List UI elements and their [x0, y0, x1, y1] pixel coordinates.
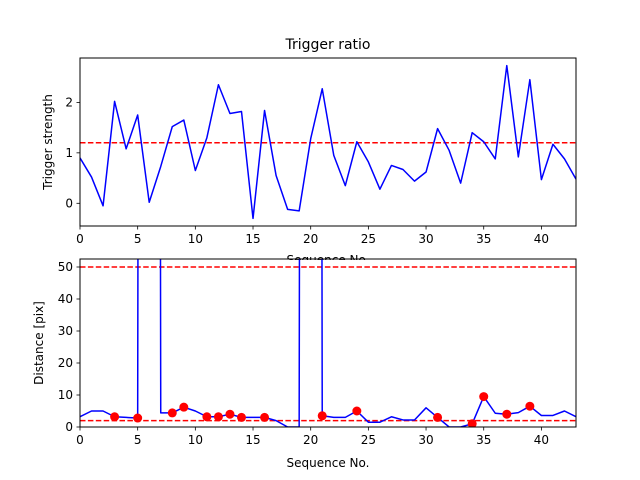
data-point-marker [502, 409, 512, 419]
plot-frame [79, 258, 577, 428]
data-point-marker [433, 412, 443, 422]
data-point-marker [352, 406, 362, 416]
x-tick-label: 5 [134, 232, 142, 246]
x-tick-label: 0 [76, 232, 84, 246]
y-tick-label: 30 [58, 324, 73, 338]
y-tick-label: 50 [58, 260, 73, 274]
y-tick-label: 0 [65, 196, 73, 210]
x-tick-label: 40 [534, 433, 549, 447]
data-point-marker [236, 412, 246, 422]
y-tick-label: 1 [65, 146, 73, 160]
y-tick-label: 10 [58, 388, 73, 402]
data-point-marker [167, 408, 177, 418]
data-point-marker [479, 392, 489, 402]
plot-frame [79, 57, 577, 227]
data-point-marker [133, 413, 143, 423]
plot-background [80, 260, 576, 427]
x-tick-label: 15 [245, 232, 260, 246]
x-tick-label: 20 [303, 433, 318, 447]
y-axis-label: Trigger strength [41, 94, 55, 191]
x-tick-label: 25 [361, 433, 376, 447]
y-tick-label: 40 [58, 292, 73, 306]
distance-chart: 0 5 10 15 20 25 30 35 40 0 10 20 30 40 50 Sequence No.… [32, 258, 577, 470]
x-tick-label: 20 [303, 232, 318, 246]
x-tick-label: 40 [534, 232, 549, 246]
data-point-marker [110, 412, 120, 422]
data-point-marker [317, 411, 327, 421]
data-point-marker [467, 419, 477, 427]
x-tick-label: 5 [134, 433, 142, 447]
data-point-marker [225, 409, 235, 419]
y-tick-label: 2 [65, 95, 73, 109]
data-point-marker [179, 402, 189, 412]
data-point-marker [525, 401, 535, 411]
x-tick-label: 30 [418, 433, 433, 447]
data-point-marker [260, 412, 270, 422]
x-tick-label: 30 [418, 232, 433, 246]
data-point-marker [213, 412, 223, 422]
y-tick-label: 20 [58, 356, 73, 370]
x-tick-label: 0 [76, 433, 84, 447]
x-axis-label: Sequence No. [287, 456, 370, 470]
x-tick-label: 15 [245, 433, 260, 447]
data-point-marker [202, 412, 212, 422]
x-tick-label: 25 [361, 232, 376, 246]
chart-title: Trigger ratio [284, 37, 370, 53]
series-line [80, 259, 576, 427]
series-line [80, 64, 576, 220]
x-tick-label: 10 [188, 433, 203, 447]
x-tick-label: 35 [476, 433, 491, 447]
y-axis-label: Distance [pix] [32, 301, 46, 385]
x-tick-label: 10 [188, 232, 203, 246]
y-tick-label: 0 [65, 420, 73, 434]
x-tick-label: 35 [476, 232, 491, 246]
